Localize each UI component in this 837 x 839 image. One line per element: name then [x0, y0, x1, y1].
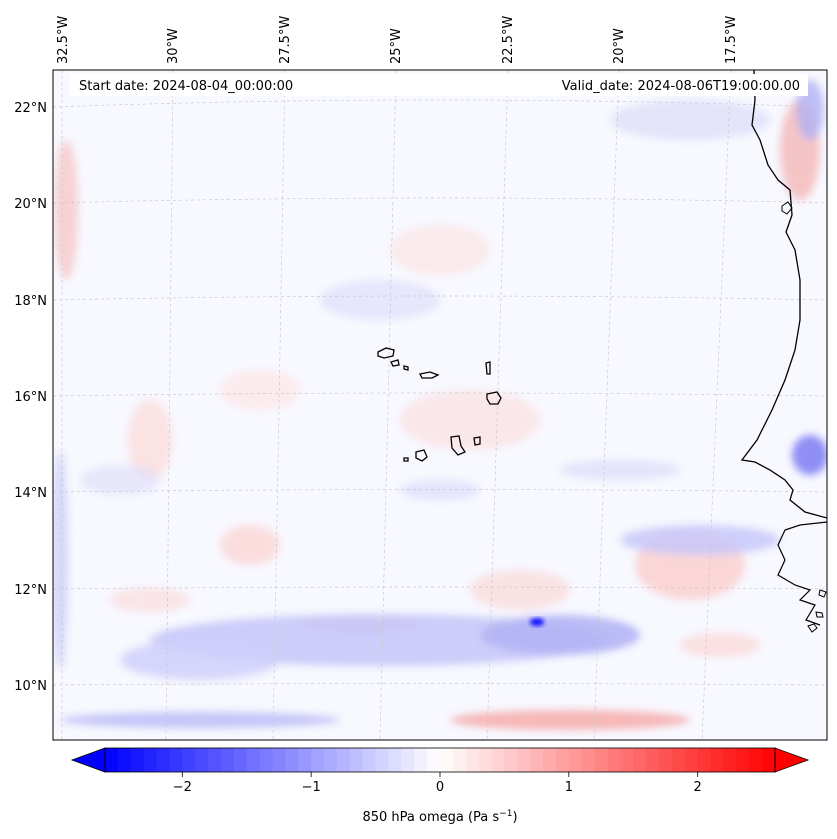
colorbar-cell: [452, 748, 467, 772]
cape-verde-islands: [377, 347, 502, 462]
colorbar-cell: [182, 748, 196, 772]
colorbar-cell: [401, 748, 415, 772]
colorbar-cell: [259, 748, 273, 772]
colorbar-cell: [156, 748, 170, 772]
colorbar-cell: [427, 748, 441, 772]
lat-label: 10°N: [14, 679, 47, 694]
lon-label: 25°W: [389, 28, 404, 64]
colorbar-cell: [543, 748, 557, 772]
colorbar-ticks: −2 −1 0 1 2: [173, 772, 702, 795]
colorbar-tick-label: 1: [565, 780, 573, 795]
colorbar-cell: [504, 748, 518, 772]
colorbar-cell: [285, 748, 299, 772]
colorbar-tick-label: −2: [173, 780, 192, 795]
colorbar-cell: [736, 748, 750, 772]
longitude-labels: 32.5°W 30°W 27.5°W 25°W 22.5°W 20°W 17.5…: [56, 16, 739, 64]
colorbar-cell: [414, 748, 428, 772]
africa-coastline: [740, 70, 827, 519]
lat-label: 18°N: [14, 294, 47, 309]
lat-label: 14°N: [14, 486, 47, 501]
lon-label: 20°W: [612, 28, 627, 64]
colorbar-extend-right: [774, 747, 810, 773]
colorbar-cell: [517, 748, 531, 772]
colorbar-cell: [388, 748, 402, 772]
colorbar-cell: [646, 748, 660, 772]
colorbar-cell: [671, 748, 686, 772]
colorbar-cell: [620, 748, 634, 772]
colorbar-cell: [440, 748, 454, 772]
colorbar-cell: [491, 748, 505, 772]
colorbar-cell: [336, 748, 351, 772]
colorbar-cell: [233, 748, 248, 772]
lon-label: 17.5°W: [724, 16, 739, 64]
gridlines: [53, 70, 827, 740]
lat-label: 12°N: [14, 583, 47, 598]
colorbar-cell: [298, 748, 312, 772]
lon-label: 27.5°W: [278, 16, 293, 64]
lon-label: 32.5°W: [56, 16, 71, 64]
latitude-labels: 22°N 20°N 18°N 16°N 14°N 12°N 10°N: [14, 101, 47, 694]
omega-anomalies: [53, 80, 827, 730]
colorbar-cell: [659, 748, 673, 772]
colorbar-cell: [594, 748, 608, 772]
colorbar-cell: [633, 748, 647, 772]
colorbar-cell: [362, 748, 377, 772]
colorbar-label: 850 hPa omega (Pa s−1): [362, 809, 517, 825]
colorbar-cell: [697, 748, 712, 772]
colorbar-cell: [581, 748, 596, 772]
colorbar-cell: [762, 748, 776, 772]
africa-coastline-south: [777, 521, 827, 626]
lat-label: 20°N: [14, 197, 47, 212]
colorbar-cell: [130, 748, 145, 772]
colorbar-cells: [105, 748, 776, 772]
colorbar-cell: [117, 748, 132, 772]
colorbar-cell: [530, 748, 544, 772]
colorbar-cell: [143, 748, 158, 772]
colorbar-cell: [465, 748, 480, 772]
colorbar-extend-left: [70, 747, 106, 773]
colorbar-cell: [272, 748, 286, 772]
colorbar-cell: [684, 748, 699, 772]
colorbar-cell: [311, 748, 325, 772]
colorbar-cell: [568, 748, 583, 772]
lat-label: 16°N: [14, 390, 47, 405]
colorbar-cell: [375, 748, 389, 772]
valid-date-label: Valid_date: 2024-08-06T19:00:00.00: [562, 79, 800, 94]
colorbar-cell: [723, 748, 737, 772]
colorbar-cell: [555, 748, 570, 772]
colorbar-cell: [324, 748, 338, 772]
colorbar-cell: [749, 748, 763, 772]
lon-label: 30°W: [166, 28, 181, 64]
start-date-label: Start date: 2024-08-04_00:00:00: [79, 79, 293, 94]
header-box: [70, 74, 808, 96]
colorbar-cell: [607, 748, 621, 772]
colorbar-tick-label: −1: [302, 780, 321, 795]
colorbar-tick-label: 2: [694, 780, 702, 795]
colorbar-cell: [169, 748, 183, 772]
colorbar-cell: [710, 748, 724, 772]
strong-ascent-spot: [530, 618, 544, 626]
colorbar-cell: [195, 748, 209, 772]
map-frame: [52, 69, 828, 741]
colorbar-cell: [105, 748, 119, 772]
colorbar-cell: [478, 748, 493, 772]
lon-label: 22.5°W: [501, 16, 516, 64]
omega-field: [53, 70, 827, 740]
colorbar-cell: [220, 748, 235, 772]
bijagos-islands: [781, 201, 827, 633]
colorbar-cell: [349, 748, 364, 772]
colorbar: −2 −1 0 1 2 850 hPa omega (Pa s−1): [70, 747, 810, 825]
colorbar-cell: [208, 748, 222, 772]
colorbar-cell: [246, 748, 261, 772]
lat-label: 22°N: [14, 101, 47, 116]
colorbar-tick-label: 0: [436, 780, 444, 795]
